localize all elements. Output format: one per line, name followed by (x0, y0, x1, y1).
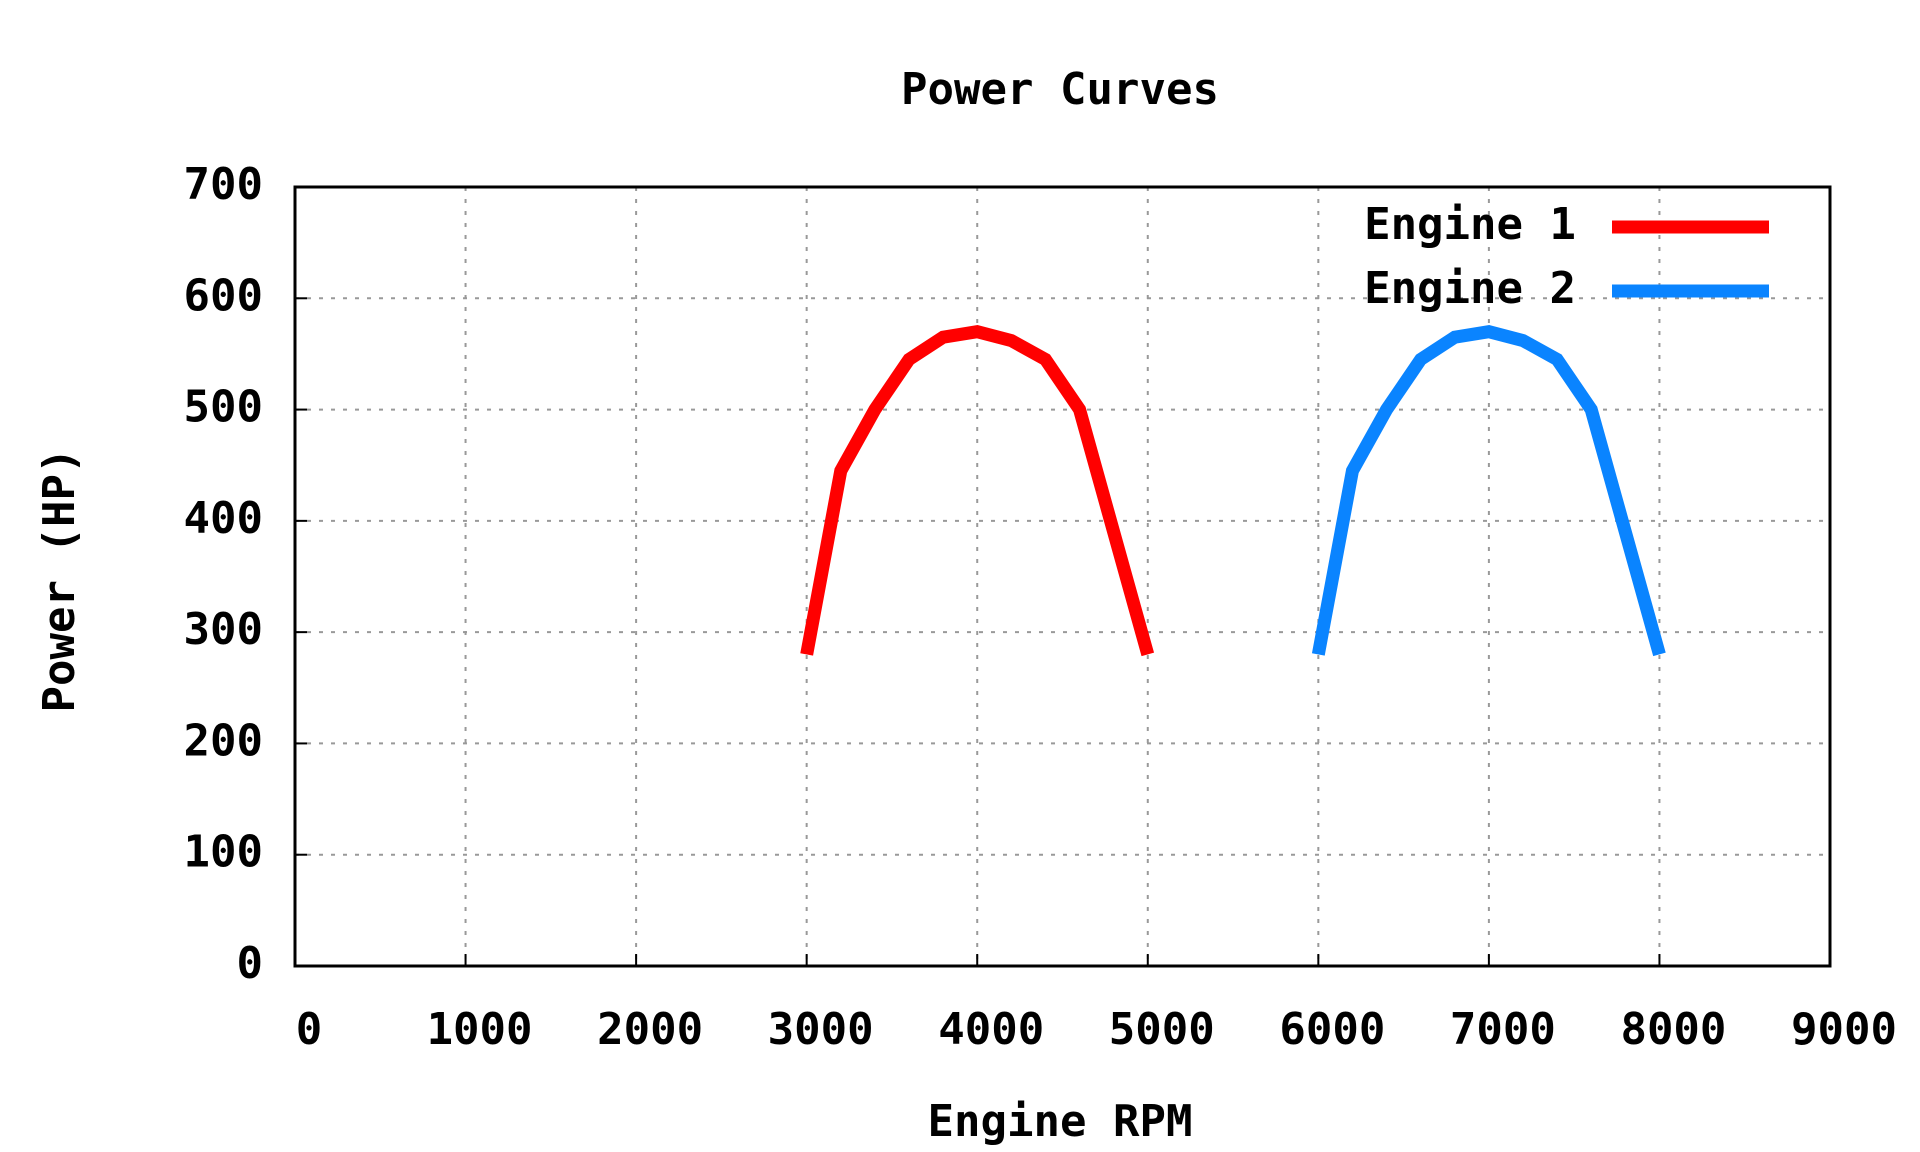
legend-label: Engine 1 (1364, 199, 1576, 250)
x-axis-label: Engine RPM (928, 1096, 1193, 1147)
data-line (1311, 325, 1666, 657)
legend-label: Engine 2 (1364, 263, 1576, 314)
y-tick-label: 700 (184, 159, 263, 210)
data-line (800, 325, 1155, 657)
y-tick-label: 100 (184, 827, 263, 878)
y-tick-label: 300 (184, 604, 263, 655)
y-tick-label: 200 (184, 715, 263, 766)
x-tick-label: 4000 (938, 1004, 1044, 1055)
x-tick-label: 9000 (1791, 1004, 1897, 1055)
x-tick-label: 1000 (427, 1004, 533, 1055)
x-tick-label: 3000 (768, 1004, 874, 1055)
y-tick-label: 0 (237, 938, 264, 989)
y-tick-label: 500 (184, 382, 263, 433)
y-axis-label: Power (HP) (34, 448, 85, 713)
x-tick-label: 7000 (1450, 1004, 1556, 1055)
y-tick-label: 600 (184, 270, 263, 321)
x-tick-label: 6000 (1279, 1004, 1385, 1055)
x-tick-label: 0 (296, 1004, 323, 1055)
x-tick-label: 8000 (1620, 1004, 1726, 1055)
x-tick-label: 5000 (1109, 1004, 1215, 1055)
plot-frame (293, 185, 1832, 968)
y-tick-label: 400 (184, 493, 263, 544)
x-tick-label: 2000 (597, 1004, 703, 1055)
chart-title: Power Curves (901, 64, 1219, 115)
